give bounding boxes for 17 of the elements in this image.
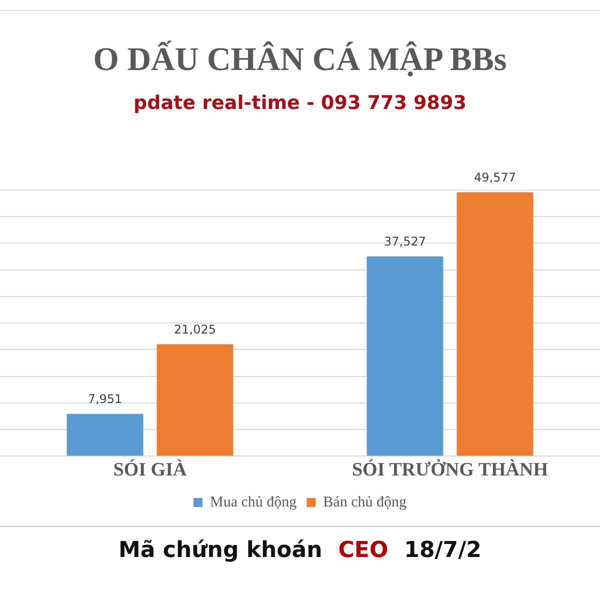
chart-title: O DẤU CHÂN CÁ MẬP BBs [92,42,508,79]
text: CEO [338,538,388,563]
x-tick-label: SÓI TRƯỞNG THÀNH [352,458,548,481]
x-tick-label: SÓI GIÀ [113,458,187,481]
data-label: 7,951 [88,392,122,406]
bar [156,344,234,456]
bar [366,256,444,456]
data-label: 21,025 [174,322,216,336]
bar [66,414,144,456]
text: Mã chứng khoán [118,538,322,563]
legend-label: Bán chủ động [323,494,407,510]
text: 18/7/2 [404,538,482,563]
data-label: 37,527 [384,234,426,249]
legend-label: Mua chủ động [210,494,298,510]
chart-subtitle: pdate real-time - 093 773 9893 [132,92,468,114]
data-label: 49,577 [474,170,516,184]
bar [456,192,534,456]
